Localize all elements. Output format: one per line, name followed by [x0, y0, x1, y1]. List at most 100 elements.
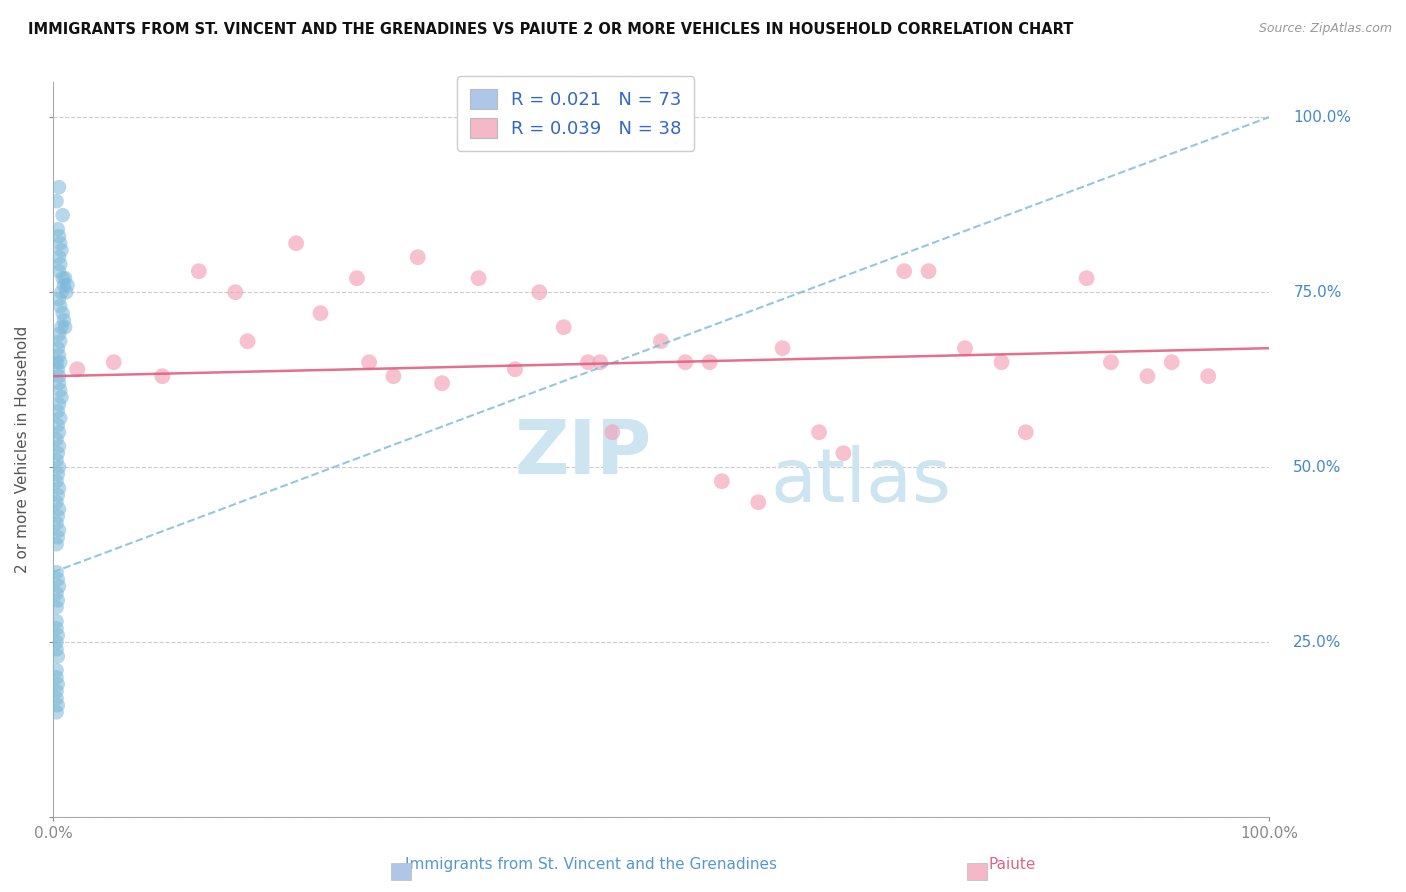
- Point: [45, 600, 67, 615]
- Point: [51, 390, 73, 404]
- Point: [46, 362, 69, 376]
- Y-axis label: 2 or more Vehicles in Household: 2 or more Vehicles in Household: [15, 326, 30, 574]
- Point: [53, 271, 76, 285]
- Point: [45, 621, 67, 635]
- Point: [46, 341, 69, 355]
- Point: [52, 313, 75, 327]
- Point: [49, 355, 72, 369]
- Point: [45, 635, 67, 649]
- Point: [45, 566, 67, 580]
- Point: [49, 236, 72, 251]
- Point: [1160, 355, 1182, 369]
- Point: [699, 355, 721, 369]
- Point: [309, 306, 332, 320]
- Point: [45, 642, 67, 657]
- Point: [56, 278, 79, 293]
- Text: 25.0%: 25.0%: [1294, 635, 1341, 649]
- Point: [589, 355, 612, 369]
- Point: [48, 348, 70, 362]
- Point: [52, 271, 75, 285]
- Text: Paiute: Paiute: [988, 857, 1036, 872]
- Point: [52, 306, 75, 320]
- Point: [48, 397, 70, 411]
- Point: [55, 285, 77, 300]
- Legend: R = 0.021   N = 73, R = 0.039   N = 38: R = 0.021 N = 73, R = 0.039 N = 38: [457, 77, 695, 151]
- Point: [45, 663, 67, 677]
- Point: [893, 264, 915, 278]
- Point: [103, 355, 125, 369]
- Point: [1136, 369, 1159, 384]
- Point: [48, 369, 70, 384]
- Point: [46, 628, 69, 642]
- Point: [46, 572, 69, 586]
- Text: ZIP: ZIP: [515, 417, 652, 490]
- Point: [52, 278, 75, 293]
- Point: [46, 530, 69, 544]
- Point: [45, 432, 67, 446]
- Point: [48, 579, 70, 593]
- Point: [832, 446, 855, 460]
- Text: atlas: atlas: [770, 445, 952, 517]
- Point: [346, 271, 368, 285]
- Point: [48, 292, 70, 306]
- Point: [1076, 271, 1098, 285]
- Point: [187, 264, 209, 278]
- Point: [45, 474, 67, 488]
- Point: [53, 320, 76, 334]
- Point: [46, 509, 69, 524]
- Text: 75.0%: 75.0%: [1294, 285, 1341, 300]
- Point: [52, 208, 75, 222]
- Point: [48, 523, 70, 537]
- Text: Immigrants from St. Vincent and the Grenadines: Immigrants from St. Vincent and the Gren…: [405, 857, 776, 872]
- Point: [406, 250, 429, 264]
- Point: [48, 502, 70, 516]
- Point: [48, 250, 70, 264]
- Point: [46, 222, 69, 236]
- Point: [48, 229, 70, 244]
- Point: [48, 460, 70, 475]
- Point: [503, 362, 526, 376]
- Point: [576, 355, 599, 369]
- Point: [49, 411, 72, 425]
- Point: [46, 649, 69, 664]
- Text: 100.0%: 100.0%: [1294, 110, 1351, 125]
- Point: [673, 355, 696, 369]
- Point: [45, 453, 67, 467]
- Point: [529, 285, 551, 300]
- Point: [382, 369, 405, 384]
- Point: [45, 614, 67, 628]
- Point: [1197, 369, 1219, 384]
- Point: [45, 706, 67, 720]
- Point: [650, 334, 672, 349]
- Point: [45, 691, 67, 706]
- Point: [45, 194, 67, 209]
- Point: [51, 243, 73, 257]
- Point: [49, 257, 72, 271]
- Point: [46, 446, 69, 460]
- Point: [45, 586, 67, 600]
- Point: [917, 264, 939, 278]
- Point: [430, 376, 453, 391]
- Point: [359, 355, 381, 369]
- Point: [49, 299, 72, 313]
- Point: [150, 369, 173, 384]
- Point: [285, 236, 308, 251]
- Point: [45, 537, 67, 551]
- Text: IMMIGRANTS FROM ST. VINCENT AND THE GRENADINES VS PAIUTE 2 OR MORE VEHICLES IN H: IMMIGRANTS FROM ST. VINCENT AND THE GREN…: [28, 22, 1074, 37]
- Point: [46, 488, 69, 502]
- Point: [48, 264, 70, 278]
- Point: [990, 355, 1012, 369]
- Point: [46, 677, 69, 691]
- Point: [45, 355, 67, 369]
- Point: [46, 467, 69, 482]
- Point: [1015, 425, 1038, 440]
- Point: [46, 418, 69, 433]
- Point: [45, 684, 67, 698]
- Point: [710, 474, 733, 488]
- Point: [49, 334, 72, 349]
- Point: [772, 341, 794, 355]
- Point: [46, 593, 69, 607]
- Text: 50.0%: 50.0%: [1294, 459, 1341, 475]
- Point: [467, 271, 489, 285]
- Point: [48, 481, 70, 495]
